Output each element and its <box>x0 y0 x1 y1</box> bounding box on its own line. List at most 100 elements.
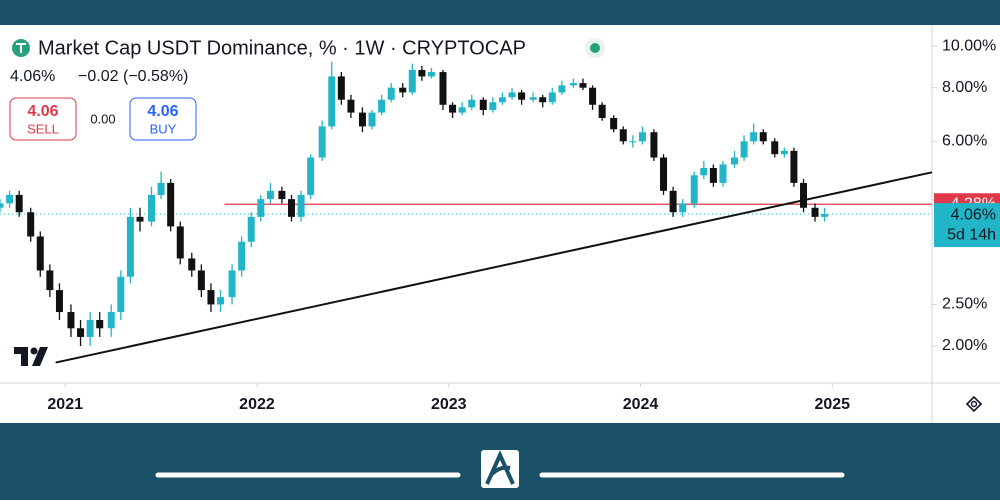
candle-body <box>337 76 345 100</box>
candle-body <box>217 297 225 305</box>
buy-price[interactable]: 4.06 <box>147 103 178 120</box>
candle-body <box>238 241 246 271</box>
candle-body <box>508 92 516 98</box>
candle-body <box>610 117 618 130</box>
spread: 0.00 <box>90 111 115 126</box>
candle-body <box>690 175 698 204</box>
candle-body <box>117 276 125 313</box>
candle-body <box>167 182 175 227</box>
last-value: 4.06% <box>10 68 55 85</box>
candle-body <box>427 72 435 77</box>
logo-part <box>32 347 48 366</box>
y-tick-label: 2.00% <box>942 337 987 354</box>
sell-button[interactable] <box>9 97 77 141</box>
candle-body <box>157 182 165 195</box>
bar-countdown: 5d 14h <box>947 226 996 243</box>
candle-body <box>36 236 44 271</box>
candle-body <box>77 328 85 337</box>
candle-body <box>55 290 63 313</box>
candle-body <box>176 226 184 259</box>
footer <box>155 450 845 488</box>
logo-part <box>30 347 38 355</box>
candle-body <box>247 216 255 242</box>
change: −0.02 <box>78 68 119 85</box>
candle-body <box>619 129 627 142</box>
candle-body <box>800 182 808 208</box>
status-dot <box>590 43 600 53</box>
settings-icon[interactable] <box>965 395 983 413</box>
buy-label[interactable]: BUY <box>150 121 177 136</box>
candle-body <box>15 194 23 213</box>
x-tick-label: 2021 <box>47 396 83 413</box>
candle-body <box>498 97 506 103</box>
candle-body <box>539 97 547 103</box>
candle-body <box>449 104 457 113</box>
candle-body <box>558 85 566 93</box>
candle-body <box>408 69 416 93</box>
candle-body <box>27 212 35 237</box>
candle-body <box>107 312 115 329</box>
candle-body <box>368 112 376 127</box>
gear[interactable] <box>965 395 983 413</box>
candle-body <box>207 290 215 305</box>
symbol-title: Market Cap USDT Dominance, % · 1W · CRYP… <box>38 37 526 59</box>
trendline <box>55 171 933 364</box>
candle-body <box>679 203 687 213</box>
candle-body <box>598 104 606 118</box>
candle-body <box>709 167 717 183</box>
candle-body <box>660 157 668 191</box>
token-icon-glyph <box>16 43 26 53</box>
tv-logo <box>14 347 48 366</box>
candle-body <box>266 190 274 200</box>
candle-body <box>297 194 305 217</box>
buy-button[interactable] <box>129 97 197 141</box>
candle-body <box>780 150 788 155</box>
x-tick-label: 2024 <box>623 396 659 413</box>
chart-panel <box>0 25 1000 423</box>
logo-part <box>14 347 28 366</box>
y-tick-label: 2.50% <box>942 296 987 313</box>
x-tick-label: 2025 <box>814 396 850 413</box>
candle-body <box>318 126 326 158</box>
candle-body <box>638 132 646 142</box>
candle-body <box>629 141 637 143</box>
candle-body <box>771 141 779 155</box>
candle-body <box>529 97 537 100</box>
footer-logo-glyph <box>485 450 515 485</box>
candle-body <box>518 92 526 100</box>
plot <box>0 61 932 347</box>
candle-body <box>86 319 94 337</box>
candle-body <box>307 157 315 195</box>
candle-body <box>6 194 14 204</box>
candle-body <box>387 87 395 100</box>
candle-body <box>347 99 355 113</box>
candle-body <box>569 83 577 86</box>
candle-body <box>136 216 144 222</box>
candle-body <box>700 167 708 176</box>
candle-body <box>790 150 798 183</box>
change-percent: (−0.58%) <box>123 68 188 85</box>
sell-price[interactable]: 4.06 <box>27 103 58 120</box>
candle-body <box>399 87 407 93</box>
candle-body <box>821 214 829 217</box>
candle-body <box>548 92 556 103</box>
x-tick-label: 2023 <box>431 396 467 413</box>
sell-label[interactable]: SELL <box>27 121 59 136</box>
candle-body <box>228 270 236 298</box>
candle-body <box>439 72 447 105</box>
candle-body <box>468 99 476 108</box>
last-price-label: 4.06% <box>951 206 996 223</box>
last-price-box <box>934 203 1000 248</box>
candle-body <box>378 99 386 113</box>
gear-center[interactable] <box>970 400 978 408</box>
candle-body <box>67 312 75 329</box>
candle-body <box>489 102 497 110</box>
candle-body <box>479 99 487 110</box>
y-tick-label: 10.00% <box>942 37 996 54</box>
candle-body <box>328 76 336 127</box>
candle-body <box>147 194 155 222</box>
y-tick-label: 6.00% <box>942 133 987 150</box>
candle-body <box>730 157 738 165</box>
candle-body <box>811 207 819 217</box>
header: Market Cap USDT Dominance, % · 1W · CRYP… <box>9 37 605 141</box>
